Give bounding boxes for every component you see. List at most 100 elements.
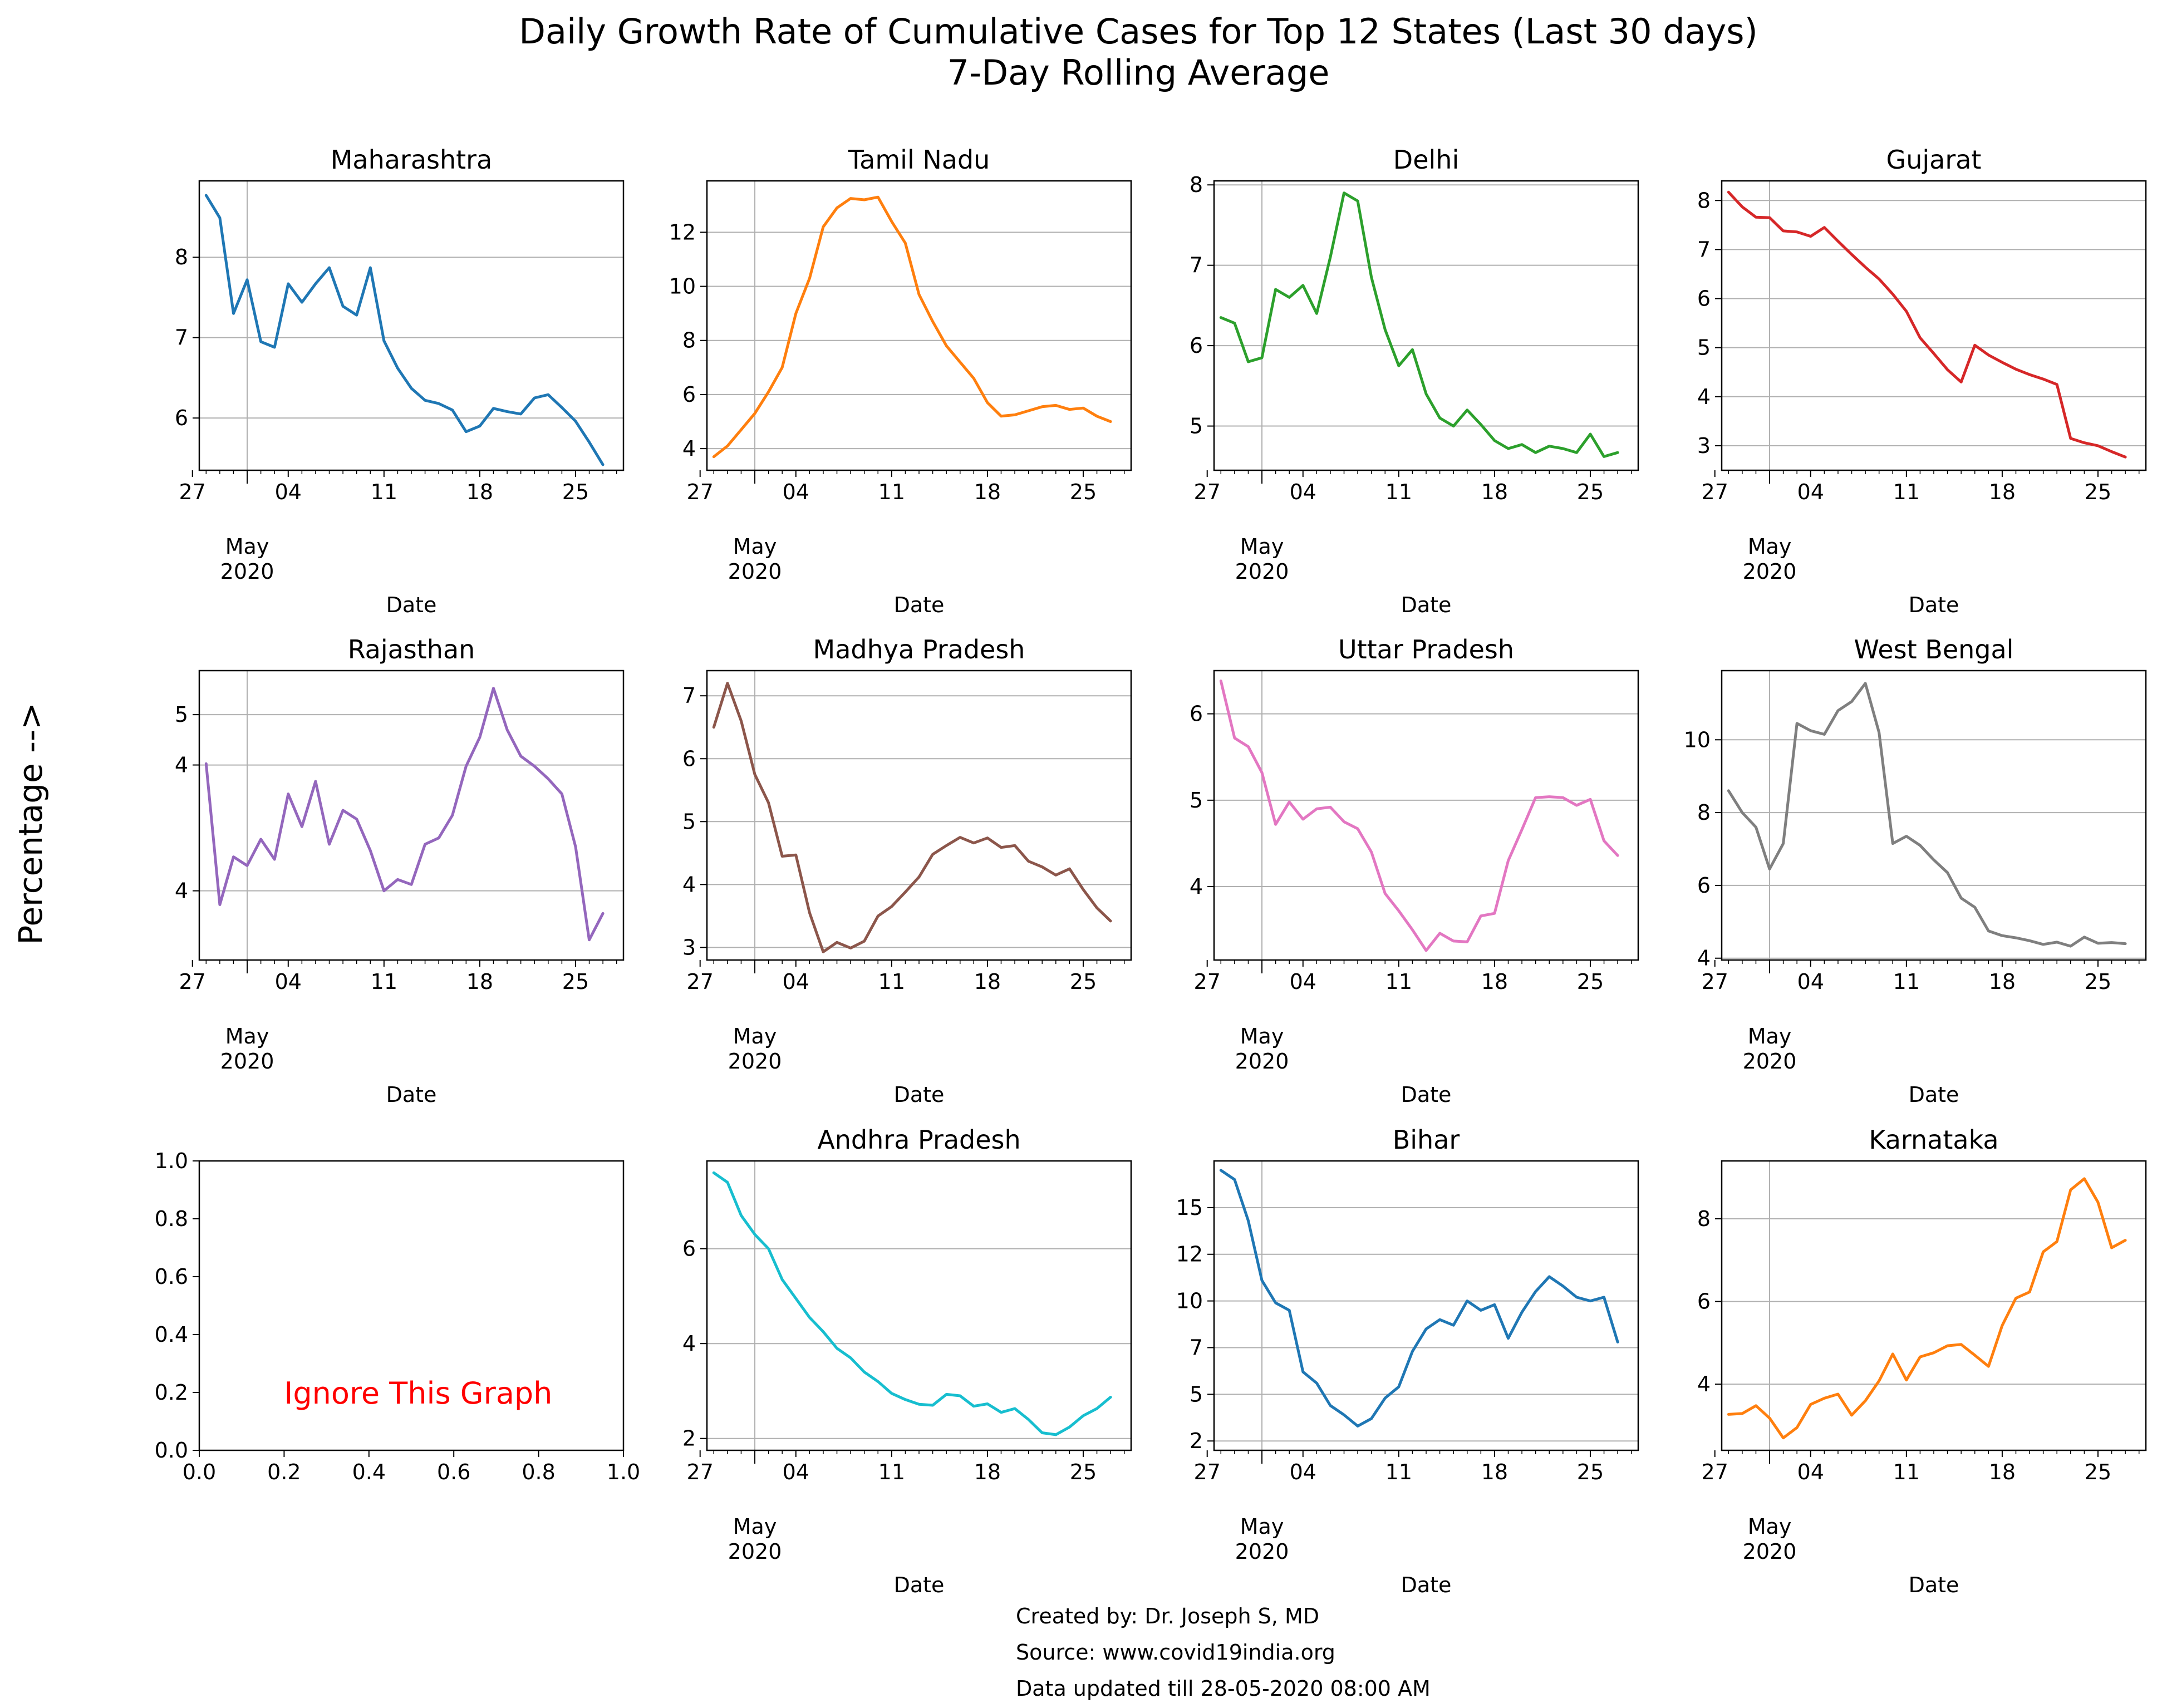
- y-tick-label: 6: [682, 382, 696, 407]
- x-month-label: May: [733, 1024, 777, 1049]
- series-line: [204, 194, 605, 466]
- x-tick-label: 27: [1194, 480, 1221, 504]
- series-line: [712, 1171, 1112, 1436]
- y-tick-label: 5: [1697, 336, 1711, 360]
- x-axis-label: Date: [1909, 1082, 1959, 1107]
- x-tick-label: 0.6: [437, 1460, 470, 1484]
- x-axis-label: Date: [894, 1573, 945, 1597]
- x-tick-label: 1.0: [607, 1460, 640, 1484]
- x-tick-label: 11: [371, 969, 397, 994]
- y-tick-label: 6: [1697, 873, 1711, 898]
- y-tick-label: 4: [175, 753, 188, 777]
- x-tick-label: 11: [1893, 1460, 1920, 1484]
- x-month-label: May: [1748, 1514, 1792, 1539]
- y-tick-label: 0.2: [155, 1380, 188, 1405]
- x-tick-label: 27: [687, 480, 714, 504]
- x-tick-label: 11: [878, 1460, 905, 1484]
- x-tick-label: 11: [878, 969, 905, 994]
- x-year-label: 2020: [220, 559, 274, 584]
- y-tick-label: 2: [1190, 1429, 1203, 1453]
- y-tick-label: 4: [1697, 385, 1711, 409]
- series-line: [1727, 1177, 2127, 1440]
- x-tick-label: 18: [1481, 969, 1508, 994]
- y-tick-label: 0.4: [155, 1322, 188, 1347]
- y-tick-label: 15: [1176, 1195, 1203, 1220]
- x-tick-label: 25: [2085, 1460, 2111, 1484]
- x-axis-label: Date: [386, 593, 437, 617]
- x-tick-label: 27: [687, 969, 714, 994]
- axes-frame: [198, 180, 625, 471]
- series-line: [1219, 1169, 1619, 1428]
- footer-updated: Data updated till 28-05-2020 08:00 AM: [1016, 1676, 1431, 1701]
- x-tick-label: 18: [1481, 480, 1508, 504]
- x-tick-label: 18: [974, 1460, 1001, 1484]
- x-tick-label: 11: [371, 480, 397, 504]
- x-tick-label: 25: [1577, 480, 1604, 504]
- y-tick-label: 6: [1697, 287, 1711, 311]
- axes-frame: [1721, 1160, 2147, 1451]
- y-tick-label: 7: [1697, 237, 1711, 262]
- x-tick-label: 0.2: [267, 1460, 301, 1484]
- x-tick-label: 25: [2085, 480, 2111, 504]
- y-tick-label: 6: [682, 1237, 696, 1261]
- panel-title: Maharashtra: [331, 145, 493, 175]
- x-tick-label: 25: [1577, 1460, 1604, 1484]
- x-tick-label: 27: [1702, 969, 1728, 994]
- x-tick-label: 04: [1797, 969, 1824, 994]
- y-tick-label: 1.0: [155, 1149, 188, 1173]
- x-tick-label: 0.4: [352, 1460, 386, 1484]
- x-tick-label: 11: [1385, 1460, 1412, 1484]
- x-tick-label: 04: [1797, 1460, 1824, 1484]
- x-tick-label: 04: [783, 1460, 809, 1484]
- x-year-label: 2020: [1235, 1539, 1289, 1564]
- y-tick-label: 3: [1697, 434, 1711, 458]
- panel-title: Madhya Pradesh: [813, 634, 1025, 665]
- x-month-label: May: [1240, 1514, 1284, 1539]
- panel-title: Bihar: [1393, 1125, 1460, 1155]
- x-tick-label: 27: [179, 969, 206, 994]
- x-axis-label: Date: [386, 1082, 437, 1107]
- x-year-label: 2020: [1743, 1049, 1797, 1074]
- series-line: [1727, 190, 2127, 459]
- x-year-label: 2020: [220, 1049, 274, 1074]
- x-tick-label: 27: [1194, 1460, 1221, 1484]
- x-tick-label: 25: [1070, 969, 1097, 994]
- x-tick-label: 11: [1893, 480, 1920, 504]
- panel-title: Uttar Pradesh: [1338, 634, 1514, 665]
- x-tick-label: 25: [562, 969, 589, 994]
- x-tick-label: 27: [687, 1460, 714, 1484]
- y-tick-label: 6: [1190, 702, 1203, 726]
- y-tick-label: 8: [1697, 800, 1711, 825]
- x-year-label: 2020: [1743, 559, 1797, 584]
- y-tick-label: 5: [682, 809, 696, 834]
- x-month-label: May: [1240, 534, 1284, 559]
- panel-title: West Bengal: [1854, 634, 2014, 665]
- y-tick-label: 8: [1190, 173, 1203, 197]
- y-tick-label: 10: [1176, 1289, 1203, 1313]
- x-tick-label: 11: [1385, 969, 1412, 994]
- figure-ylabel: Percentage -->: [12, 702, 50, 944]
- x-tick-label: 25: [562, 480, 589, 504]
- y-tick-label: 4: [1697, 946, 1711, 971]
- x-month-label: May: [1240, 1024, 1284, 1049]
- figure-title-line1: Daily Growth Rate of Cumulative Cases fo…: [519, 11, 1758, 52]
- axes-frame: [1213, 1160, 1639, 1451]
- axes-frame: [198, 670, 625, 961]
- y-tick-label: 3: [682, 935, 696, 959]
- y-tick-label: 5: [1190, 1382, 1203, 1406]
- y-tick-label: 6: [1697, 1289, 1711, 1314]
- x-year-label: 2020: [1235, 1049, 1289, 1074]
- x-tick-label: 25: [2085, 969, 2111, 994]
- footer-source: Source: www.covid19india.org: [1016, 1640, 1335, 1665]
- y-tick-label: 0.0: [155, 1438, 188, 1463]
- x-tick-label: 18: [974, 480, 1001, 504]
- series-line: [204, 687, 605, 942]
- x-tick-label: 18: [1481, 1460, 1508, 1484]
- panel-title: Delhi: [1393, 145, 1459, 175]
- y-tick-label: 4: [682, 1331, 696, 1356]
